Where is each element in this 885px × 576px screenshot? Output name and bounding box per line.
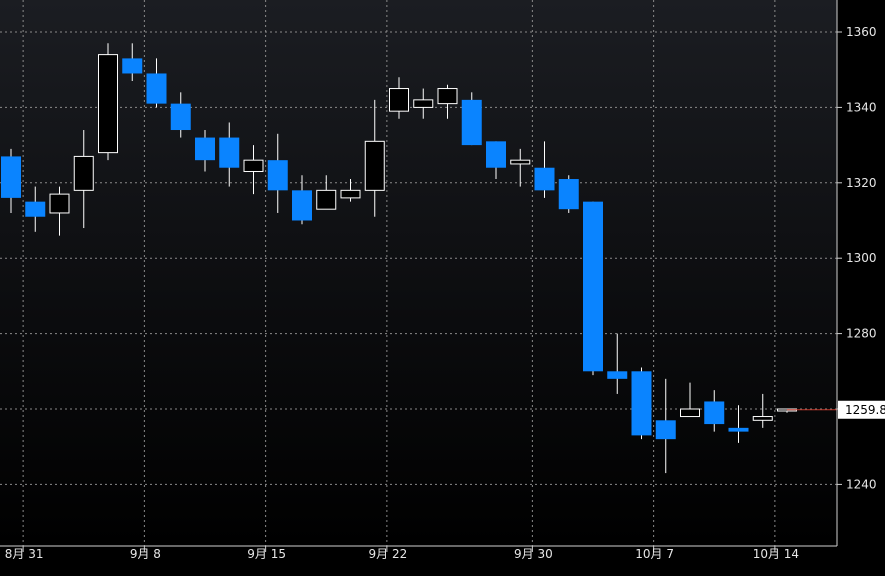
candle-body-down <box>655 420 676 440</box>
candle <box>364 99 385 217</box>
candle <box>73 130 94 229</box>
candle <box>122 43 143 82</box>
candle <box>389 77 409 119</box>
candle <box>704 390 725 432</box>
candle <box>631 367 652 440</box>
candle-body-down <box>122 58 143 74</box>
candle-body-up <box>243 159 264 172</box>
candle-body-down <box>728 427 749 432</box>
candle <box>607 333 628 394</box>
candle-body-up <box>49 193 70 214</box>
y-tick-label: 1300 <box>846 251 877 265</box>
candle <box>267 133 288 213</box>
last-value-text: 1259.8 <box>845 403 885 417</box>
y-tick-label: 1320 <box>846 176 877 190</box>
candle <box>195 130 215 172</box>
candle <box>534 141 555 198</box>
x-tick-label: 9月 30 <box>514 547 553 561</box>
candle-body-down <box>292 190 312 221</box>
candle-body-up <box>340 189 361 199</box>
candle <box>680 382 700 418</box>
candle-body-down <box>486 141 506 168</box>
candle-body-up <box>752 416 773 421</box>
candle <box>219 122 240 187</box>
candle <box>728 405 749 443</box>
x-tick-label: 9月 15 <box>247 547 286 561</box>
candle-body-down <box>219 137 240 168</box>
x-tick-label: 10月 7 <box>635 547 674 561</box>
candle-body-up <box>316 189 337 210</box>
candle <box>316 175 337 210</box>
candle-body-up <box>680 408 700 418</box>
candle <box>146 58 167 108</box>
candle-body-down <box>631 371 652 436</box>
plot-background <box>0 0 837 546</box>
candle <box>1 148 21 213</box>
candle-body-down <box>607 371 628 379</box>
candle <box>558 175 579 213</box>
x-tick-label: 10月 14 <box>753 547 799 561</box>
x-axis-ticks: 8月 31 9月 8 9月 15 9月 22 9月 30 10月 7 10月 14 <box>5 546 799 561</box>
candle-body-down <box>704 401 725 425</box>
candle-body-down <box>267 160 288 191</box>
y-tick-label: 1280 <box>846 327 877 341</box>
candle-body-down <box>25 201 46 217</box>
candle <box>98 43 118 161</box>
candle-body-down <box>583 201 603 372</box>
candle-body-down <box>461 99 482 146</box>
grid-lines <box>0 0 837 546</box>
candle-body-down <box>170 103 191 131</box>
candle <box>461 92 482 146</box>
candle <box>170 92 191 138</box>
candles <box>1 43 797 474</box>
candle <box>583 201 603 376</box>
candle-body-down <box>534 167 555 191</box>
candle-body-down <box>1 156 21 198</box>
x-tick-label: 9月 8 <box>130 547 161 561</box>
candle-body-up <box>389 88 409 112</box>
y-tick-label: 1360 <box>846 25 877 39</box>
candle <box>49 186 70 236</box>
last-value-label: 1259.8 <box>838 400 885 419</box>
candle <box>413 88 434 119</box>
x-tick-label: 9月 22 <box>369 547 408 561</box>
candle-body-down <box>146 73 167 104</box>
candle <box>292 175 312 225</box>
candle <box>243 145 264 195</box>
candle-body-up <box>510 159 531 165</box>
candle <box>486 141 506 180</box>
candle <box>340 179 361 202</box>
y-tick-label: 1240 <box>846 477 877 491</box>
candle <box>655 378 676 474</box>
candle <box>437 84 458 119</box>
candle-body-down <box>195 137 215 161</box>
candle-body-up <box>364 140 385 191</box>
candle-body-up <box>437 88 458 105</box>
candle-body-up <box>413 99 434 108</box>
x-tick-label: 8月 31 <box>5 547 44 561</box>
candle <box>752 393 773 428</box>
last-value-box <box>838 400 885 419</box>
x-axis-background <box>0 546 837 576</box>
y-tick-label: 1340 <box>846 100 877 114</box>
candle-body-up <box>98 54 118 154</box>
candle-body-up <box>73 155 94 191</box>
axis-background <box>837 0 885 576</box>
candle-body-down <box>558 179 579 210</box>
candle <box>510 148 531 187</box>
candle <box>25 186 46 232</box>
